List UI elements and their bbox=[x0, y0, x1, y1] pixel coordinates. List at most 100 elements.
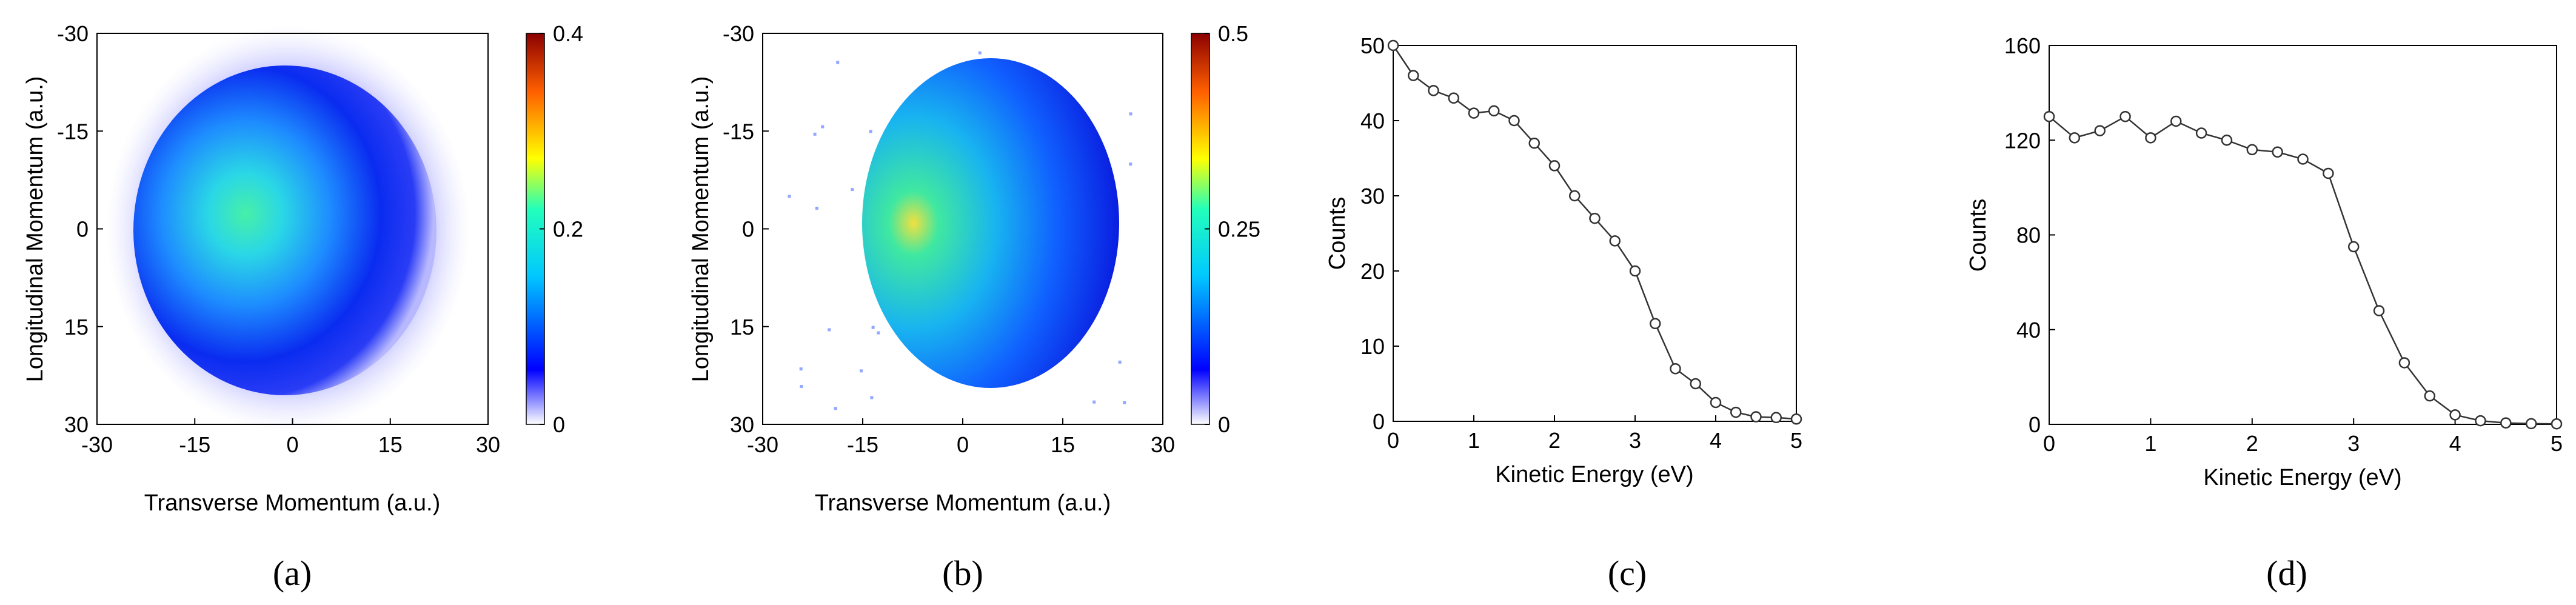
panel-d-data-point bbox=[2297, 153, 2309, 165]
panel-b-ytick-label: -30 bbox=[723, 21, 754, 46]
panel-b-xlabel: Transverse Momentum (a.u.) bbox=[815, 490, 1111, 516]
panel-b-outlier-dot bbox=[1123, 401, 1126, 404]
panel-d-data-point bbox=[2145, 132, 2156, 144]
panel-d-caption: (d) bbox=[2266, 553, 2307, 593]
panel-c-data-point bbox=[1790, 413, 1802, 425]
panel-c-data-point bbox=[1589, 212, 1601, 224]
panel-c-caption: (c) bbox=[1608, 553, 1647, 593]
panel-a-xtick-label: 0 bbox=[286, 432, 298, 457]
panel-d-ytick-label: 120 bbox=[2004, 128, 2041, 153]
panel-c-data-point bbox=[1387, 39, 1399, 52]
panel-d-ytick-label: 80 bbox=[2016, 223, 2041, 248]
panel-b-outlier-dot bbox=[978, 51, 982, 55]
panel-b-outlier-dot bbox=[828, 328, 831, 332]
panel-c-data-point bbox=[1670, 363, 1681, 375]
panel-b-outlier-dot bbox=[859, 369, 863, 373]
panel-c-xtick-label: 5 bbox=[1790, 428, 1802, 453]
panel-d-ytick-label: 0 bbox=[2029, 412, 2041, 437]
panel-b-outlier-dot bbox=[869, 130, 872, 133]
panel-d-data-point bbox=[2272, 146, 2283, 158]
panel-c-data-point bbox=[1730, 406, 1742, 418]
panel-b-outlier-dot bbox=[834, 407, 837, 410]
panel-c-xtick-label: 3 bbox=[1629, 428, 1641, 453]
panel-a-ytick-label: 15 bbox=[64, 315, 89, 339]
panel-b-ytick-label: 0 bbox=[742, 217, 754, 242]
panel-c-ytick-label: 40 bbox=[1360, 109, 1385, 133]
panel-d-xtick-label: 3 bbox=[2347, 431, 2360, 456]
panel-b-outlier-dot bbox=[877, 331, 880, 335]
panel-b-outlier-dot bbox=[870, 396, 874, 399]
panel-b-xtick-label: 0 bbox=[957, 432, 969, 457]
panel-c-ytick-label: 10 bbox=[1360, 334, 1385, 359]
panel-d-data-point bbox=[2347, 241, 2360, 253]
panel-c-xtick-label: 4 bbox=[1710, 428, 1722, 453]
panel-d-data-point bbox=[2043, 110, 2055, 122]
panel-b-outlier-dot bbox=[800, 385, 803, 389]
panel-b-colorbar-label: 0.25 bbox=[1218, 217, 1260, 242]
panel-a-xtick-label: 30 bbox=[476, 432, 500, 457]
panel-b-outlier-dot bbox=[871, 326, 875, 329]
panel-c-ytick-label: 30 bbox=[1360, 184, 1385, 209]
panel-b-ytick-label: -15 bbox=[723, 119, 754, 144]
panel-b-colorbar-label: 0 bbox=[1218, 412, 1230, 437]
panel-d-data-point bbox=[2221, 135, 2233, 146]
panel-d-data-point bbox=[2195, 127, 2207, 139]
panel-b-xtick-label: 30 bbox=[1151, 432, 1175, 457]
panel-c: 0 10 20 30 40 50 0 1 2 3 4 5 Kinetic Energy (eV) Co… bbox=[1325, 33, 1802, 593]
panel-c-data-point bbox=[1569, 190, 1581, 202]
panel-b-outlier-dot bbox=[1129, 112, 1132, 116]
panel-b-ytick-label: 30 bbox=[730, 412, 754, 437]
panel-c-data-point bbox=[1690, 378, 1701, 390]
panel-b-xtick-label: -30 bbox=[747, 432, 778, 457]
panel-a-caption: (a) bbox=[273, 553, 312, 593]
panel-c-xtick-label: 0 bbox=[1387, 428, 1399, 453]
panel-b-outlier-dot bbox=[836, 61, 840, 64]
panel-b-caption: (b) bbox=[942, 553, 983, 593]
panel-c-data-point bbox=[1448, 92, 1459, 104]
panel-b-outlier-dot bbox=[788, 195, 791, 198]
panel-a-xtick-label: -30 bbox=[81, 432, 113, 457]
panel-b-outlier-dot bbox=[1092, 400, 1096, 404]
panel-a-distribution bbox=[133, 65, 437, 395]
panel-b-outlier-dots bbox=[788, 51, 1132, 410]
panel-c-data-point bbox=[1468, 107, 1480, 119]
panel-d-data-point bbox=[2398, 357, 2410, 369]
panel-b-ylabel: Longitudinal Momentum (a.u.) bbox=[688, 76, 714, 383]
panel-b-colorbar-label: 0.5 bbox=[1218, 21, 1248, 46]
panel-b-outlier-dot bbox=[813, 132, 817, 136]
panel-c-plot-area bbox=[1393, 45, 1797, 422]
panel-a-ytick-label: -15 bbox=[57, 119, 89, 144]
panel-a-ylabel: Longitudinal Momentum (a.u.) bbox=[22, 76, 48, 383]
panel-c-data-point bbox=[1548, 160, 1561, 172]
panel-d-ytick-label: 160 bbox=[2004, 33, 2041, 58]
panel-d-data-point bbox=[2094, 125, 2106, 136]
panel-d-ylabel: Counts bbox=[1965, 199, 1991, 272]
panel-d-xtick-label: 4 bbox=[2449, 431, 2461, 456]
panel-c-data-point bbox=[1428, 85, 1439, 96]
panel-a-ytick-label: -30 bbox=[57, 21, 89, 46]
panel-c-ytick-label: 50 bbox=[1360, 33, 1385, 58]
panel-b-outlier-dot bbox=[1129, 162, 1132, 166]
panel-d-data-point bbox=[2449, 409, 2461, 421]
panel-c-data-point bbox=[1710, 396, 1722, 409]
panel-b-ytick-label: 15 bbox=[730, 315, 754, 339]
panel-d-plot-area bbox=[2049, 45, 2557, 425]
panel-c-data-point bbox=[1609, 235, 1621, 247]
panel-d-data-point bbox=[2500, 417, 2512, 429]
panel-d: 0 40 80 120 160 0 1 2 3 4 5 Kinetic Energy (eV) Co… bbox=[1965, 33, 2563, 593]
panel-d-data-point bbox=[2323, 167, 2334, 179]
panel-d-data-point bbox=[2424, 390, 2435, 402]
panel-b-outlier-dot bbox=[815, 206, 818, 210]
panel-c-ylabel: Counts bbox=[1325, 197, 1350, 270]
panel-b-distribution bbox=[862, 58, 1119, 388]
panel-b-xtick-label: -15 bbox=[847, 432, 878, 457]
panel-c-data-point bbox=[1508, 115, 1520, 127]
panel-d-data-point bbox=[2170, 115, 2182, 127]
panel-c-xlabel: Kinetic Energy (eV) bbox=[1495, 462, 1693, 487]
panel-c-data-point bbox=[1488, 105, 1500, 117]
panel-d-xtick-label: 5 bbox=[2551, 431, 2563, 456]
panel-d-xtick-label: 2 bbox=[2246, 431, 2258, 456]
